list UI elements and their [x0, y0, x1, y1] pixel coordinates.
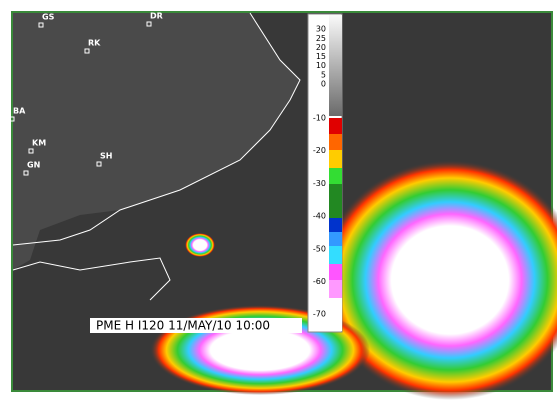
colorbar-tick-label: -60 — [313, 277, 326, 286]
caption: PME H I120 11/MAY/10 10:00 — [96, 319, 270, 333]
colorbar-segment — [329, 298, 342, 331]
station-label: GN — [27, 161, 40, 170]
station-marker — [38, 22, 44, 28]
colorbar-tick-label: -40 — [313, 212, 326, 221]
colorbar-segment — [329, 232, 342, 246]
coastline — [12, 257, 171, 301]
colorbar-tick-label: -10 — [313, 114, 326, 123]
colorbar-tick-label: -30 — [313, 179, 326, 188]
colorbar-tick-label: -20 — [313, 146, 326, 155]
colorbar-tick-label: 0 — [321, 80, 326, 89]
colorbar-tick-label: 15 — [316, 52, 326, 61]
station-marker — [23, 170, 29, 176]
station-marker — [9, 116, 15, 122]
coastline — [12, 12, 301, 246]
caption-box — [90, 318, 302, 333]
land — [13, 13, 300, 270]
colorbar-segment — [329, 15, 342, 116]
cloud-cell — [185, 233, 215, 257]
cloud-system — [320, 160, 557, 400]
station-label: RK — [88, 39, 101, 48]
station-label: GS — [42, 13, 55, 22]
colorbar-tick-label: 10 — [316, 61, 326, 70]
station-label: DR — [150, 12, 163, 21]
station-marker — [28, 148, 34, 154]
station-marker — [96, 161, 102, 167]
colorbar-tick-label: 30 — [316, 25, 326, 34]
colorbar-segment — [329, 264, 342, 280]
station-label: KM — [32, 139, 46, 148]
colorbar-segment — [329, 168, 342, 184]
colorbar-tick-label: 20 — [316, 43, 326, 52]
station-marker — [146, 21, 152, 27]
colorbar-segment — [329, 134, 342, 150]
colorbar-segment — [329, 118, 342, 134]
colorbar-segment — [329, 246, 342, 264]
colorbar-tick-label: 25 — [316, 34, 326, 43]
colorbar-segment — [329, 184, 342, 218]
colorbar-tick-label: -70 — [313, 310, 326, 319]
colorbar-segment — [329, 150, 342, 168]
colorbar-segment — [329, 218, 342, 232]
colorbar-tick-label: -50 — [313, 244, 326, 253]
station-marker — [84, 48, 90, 54]
colorbar-tick-label: 5 — [321, 70, 326, 79]
colorbar-segment — [329, 280, 342, 298]
station-label: SH — [100, 152, 112, 161]
station-label: BA — [13, 107, 26, 116]
